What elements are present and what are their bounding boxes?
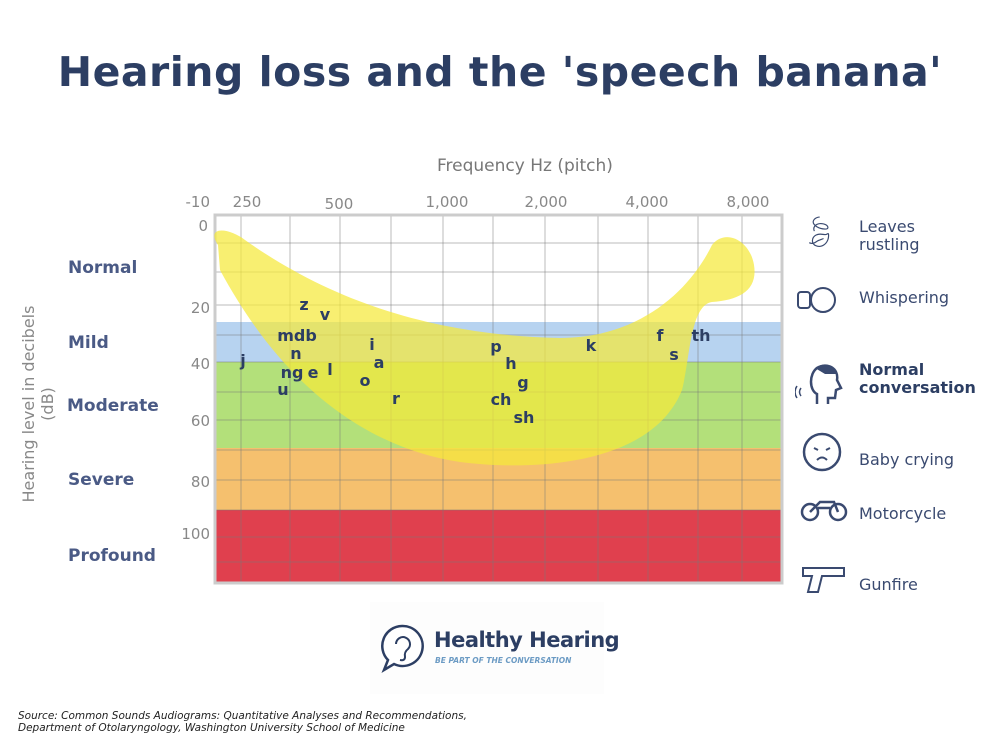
phoneme-ng: ng [281,363,304,382]
phoneme-j: j [239,351,245,370]
source-note: Source: Common Sounds Audiograms: Quanti… [18,710,467,734]
sound-motorcycle: Motorcycle [859,504,947,523]
y-tick-label: 100 [181,525,210,543]
sound-baby-crying: Baby crying [859,450,955,469]
x-tick-label: 2,000 [525,193,568,211]
severity-profound: Profound [68,546,156,566]
phoneme-f: f [657,326,665,345]
sound-gunfire: Gunfire [859,575,918,594]
healthy-hearing-logo: Healthy Hearing BE PART OF THE CONVERSAT… [370,602,620,694]
phoneme-s: s [669,345,679,364]
y-tick-label: 40 [191,355,210,373]
y-tick-label: -10 [186,193,211,211]
phoneme-g: g [517,373,528,392]
phoneme-u: u [277,380,288,399]
sound-normal-conversation: Normal conversation [859,360,976,397]
phoneme-z: z [299,295,308,314]
source-line-1: Source: Common Sounds Audiograms: Quanti… [18,710,467,722]
x-tick-label: 250 [233,193,262,211]
source-line-2: Department of Otolaryngology, Washington… [18,722,405,734]
severity-severe: Severe [68,470,135,490]
phoneme-l: l [327,360,332,379]
x-tick-label: 4,000 [626,193,669,211]
phoneme-n: n [290,344,301,363]
x-axis-label: Frequency Hz (pitch) [437,156,613,176]
sound-leaves: Leaves rustling [859,217,920,254]
x-tick-label: 8,000 [727,193,770,211]
phoneme-a: a [374,353,385,372]
phoneme-p: p [490,337,501,356]
y-tick-label: 60 [191,412,210,430]
speech-banana [214,230,755,466]
x-tick-label: 500 [325,195,354,213]
logo-name: Healthy Hearing [434,628,620,652]
whisper-icon [797,287,836,313]
phoneme-th: th [691,326,710,345]
y-tick-label: 20 [191,299,210,317]
logo-tagline: BE PART OF THE CONVERSATION [435,656,572,665]
motorcycle-icon [800,500,848,522]
y-tick-label: 0 [198,217,208,235]
phoneme-o: o [360,371,371,390]
phoneme-ch: ch [491,390,512,409]
baby-icon [802,432,842,472]
phoneme-r: r [392,389,400,408]
phoneme-mdb: mdb [277,326,317,345]
phoneme-h: h [505,354,516,373]
ear-bubble-icon [381,624,424,673]
phoneme-sh: sh [514,408,535,427]
talking-head-icon [795,364,843,404]
severity-band-profound [215,510,782,583]
x-tick-label: 1,000 [426,193,469,211]
severity-normal: Normal [68,258,138,278]
phoneme-i: i [369,335,374,354]
phoneme-e: e [308,363,319,382]
gun-icon [802,567,845,593]
phoneme-v: v [320,305,331,324]
sound-whispering: Whispering [859,288,950,307]
page-title: Hearing loss and the 'speech banana' [57,48,943,96]
leaves-icon: 🍃︎ [800,215,839,250]
y-tick-label: 80 [191,473,210,491]
severity-mild: Mild [68,333,109,353]
plot-frame [213,213,784,585]
phoneme-k: k [586,336,597,355]
severity-moderate: Moderate [67,396,159,416]
